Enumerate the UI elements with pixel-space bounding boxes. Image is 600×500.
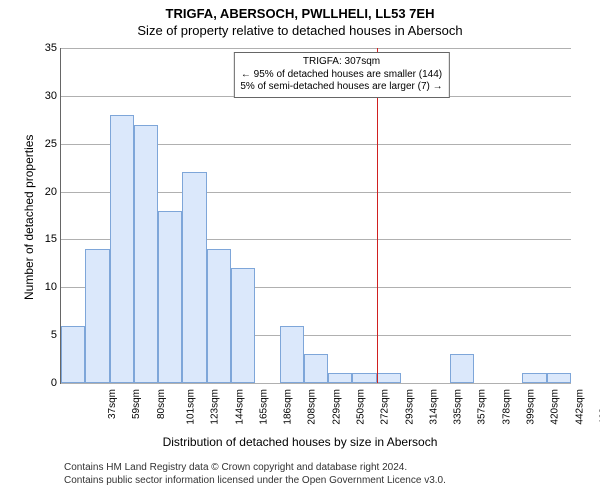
histogram-bar	[377, 373, 401, 383]
ytick-label: 15	[33, 233, 57, 245]
credits-line2: Contains public sector information licen…	[64, 475, 446, 488]
annotation-box: TRIGFA: 307sqm← 95% of detached houses a…	[233, 52, 449, 98]
credits-text: Contains HM Land Registry data © Crown c…	[64, 462, 446, 487]
chart-subtitle: Size of property relative to detached ho…	[0, 21, 600, 38]
xtick-label: 293sqm	[404, 389, 415, 425]
ytick-label: 35	[33, 42, 57, 54]
annotation-line1: TRIGFA: 307sqm	[240, 56, 442, 69]
histogram-bar	[450, 354, 474, 383]
histogram-bar	[61, 326, 85, 383]
histogram-bar	[304, 354, 328, 383]
annotation-line2: ← 95% of detached houses are smaller (14…	[240, 69, 442, 82]
histogram-bar	[328, 373, 352, 383]
histogram-bar	[110, 115, 134, 383]
ytick-label: 20	[33, 186, 57, 198]
xtick-label: 186sqm	[283, 389, 294, 425]
x-axis-label: Distribution of detached houses by size …	[0, 435, 600, 449]
gridline	[61, 383, 571, 384]
property-marker-line	[377, 48, 378, 383]
xtick-label: 357sqm	[477, 389, 488, 425]
annotation-line3: 5% of semi-detached houses are larger (7…	[240, 81, 442, 94]
histogram-bar	[182, 172, 206, 383]
xtick-label: 335sqm	[453, 389, 464, 425]
histogram-bar	[280, 326, 304, 383]
xtick-label: 37sqm	[107, 389, 118, 419]
xtick-label: 80sqm	[156, 389, 167, 419]
xtick-label: 250sqm	[356, 389, 367, 425]
xtick-label: 229sqm	[331, 389, 342, 425]
xtick-label: 101sqm	[186, 389, 197, 425]
xtick-label: 123sqm	[210, 389, 221, 425]
ytick-label: 30	[33, 90, 57, 102]
xtick-label: 208sqm	[307, 389, 318, 425]
histogram-bar	[547, 373, 571, 383]
xtick-label: 314sqm	[428, 389, 439, 425]
chart-container: TRIGFA, ABERSOCH, PWLLHELI, LL53 7EH Siz…	[0, 0, 600, 500]
ytick-label: 25	[33, 138, 57, 150]
xtick-label: 420sqm	[550, 389, 561, 425]
xtick-label: 399sqm	[526, 389, 537, 425]
xtick-label: 59sqm	[131, 389, 142, 419]
xtick-label: 144sqm	[234, 389, 245, 425]
histogram-bar	[231, 268, 255, 383]
gridline	[61, 48, 571, 49]
histogram-bar	[85, 249, 109, 383]
plot-area: 0510152025303537sqm59sqm80sqm101sqm123sq…	[60, 48, 571, 384]
xtick-label: 442sqm	[574, 389, 585, 425]
histogram-bar	[352, 373, 376, 383]
ytick-label: 5	[33, 329, 57, 341]
xtick-label: 378sqm	[501, 389, 512, 425]
chart-title-address: TRIGFA, ABERSOCH, PWLLHELI, LL53 7EH	[0, 0, 600, 21]
xtick-label: 165sqm	[258, 389, 269, 425]
xtick-label: 272sqm	[380, 389, 391, 425]
y-axis-label: Number of detached properties	[22, 135, 36, 300]
ytick-label: 0	[33, 377, 57, 389]
ytick-label: 10	[33, 281, 57, 293]
histogram-bar	[158, 211, 182, 383]
histogram-bar	[207, 249, 231, 383]
histogram-bar	[134, 125, 158, 383]
credits-line1: Contains HM Land Registry data © Crown c…	[64, 462, 446, 475]
histogram-bar	[522, 373, 546, 383]
